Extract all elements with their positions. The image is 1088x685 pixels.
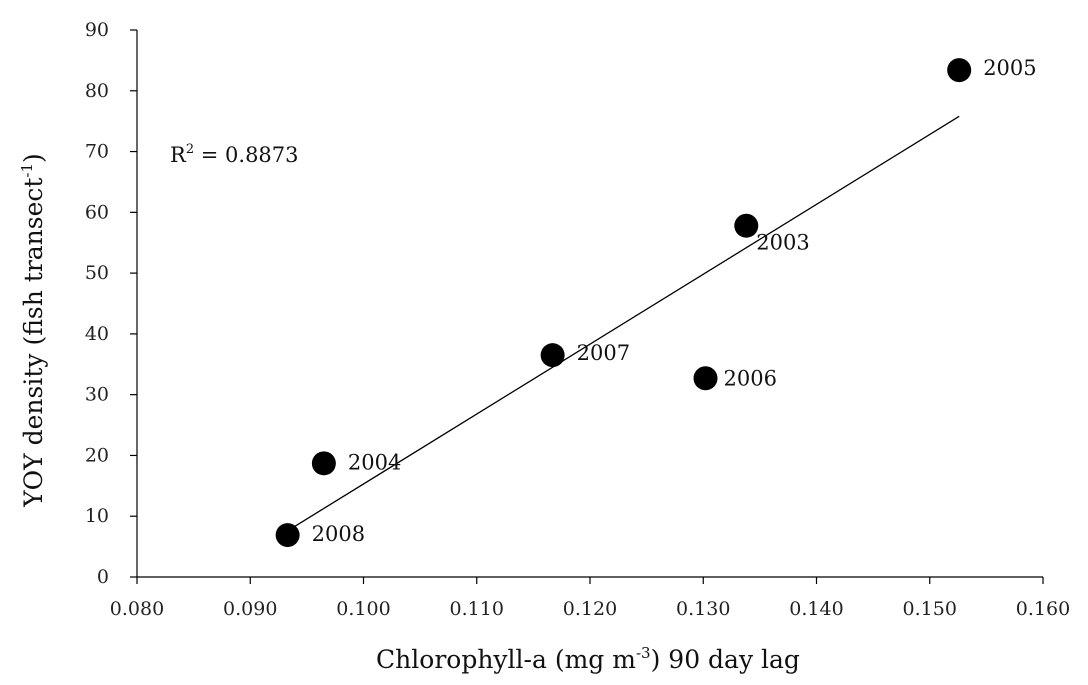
axes — [136, 30, 1043, 578]
y-tick-label: 80 — [85, 80, 109, 102]
y-tick-label: 10 — [85, 505, 109, 527]
x-tick-label: 0.100 — [336, 598, 390, 620]
data-point-2007 — [540, 343, 565, 368]
point-label-2003: 2003 — [756, 231, 809, 255]
data-point-2006 — [693, 366, 718, 391]
x-tick-label: 0.150 — [903, 598, 957, 620]
y-tick-label: 90 — [85, 19, 109, 41]
y-tick-label: 0 — [97, 566, 109, 588]
x-tick-label: 0.160 — [1016, 598, 1070, 620]
y-tick-label: 70 — [85, 141, 109, 163]
point-label-2007: 2007 — [577, 341, 630, 365]
trendline — [287, 115, 960, 532]
y-tick-label: 50 — [85, 262, 109, 284]
y-ticks: 0 10 20 30 40 50 60 70 80 90 — [85, 19, 137, 588]
point-label-2006: 2006 — [724, 366, 777, 390]
y-tick-label: 30 — [85, 384, 109, 406]
trendline-layer — [287, 115, 960, 532]
data-point-2003 — [734, 213, 759, 238]
x-tick-label: 0.080 — [110, 598, 164, 620]
y-tick-label: 40 — [85, 323, 109, 345]
point-label-2005: 2005 — [983, 56, 1036, 80]
point-label-2008: 2008 — [312, 522, 365, 546]
x-tick-label: 0.110 — [450, 598, 504, 620]
x-tick-label: 0.090 — [223, 598, 277, 620]
x-ticks: 0.080 0.090 0.100 0.110 0.120 0.130 0.140 0.150… — [110, 577, 1070, 620]
y-axis-title: YOY density (fish transect-1) — [18, 153, 48, 508]
x-tick-label: 0.120 — [563, 598, 617, 620]
point-label-2004: 2004 — [348, 450, 401, 474]
data-point-2008 — [275, 523, 300, 548]
points-layer: 2003 2004 2005 2006 2007 2008 — [275, 56, 1037, 548]
x-axis-title: Chlorophyll-a (mg m-3) 90 day lag — [376, 644, 800, 674]
data-point-2005 — [947, 58, 972, 83]
x-tick-label: 0.130 — [676, 598, 730, 620]
data-point-2004 — [311, 451, 336, 476]
y-tick-label: 60 — [85, 201, 109, 223]
x-tick-label: 0.140 — [789, 598, 843, 620]
y-tick-label: 20 — [85, 444, 109, 466]
r-squared-annotation: R2 = 0.8873 — [170, 142, 299, 167]
